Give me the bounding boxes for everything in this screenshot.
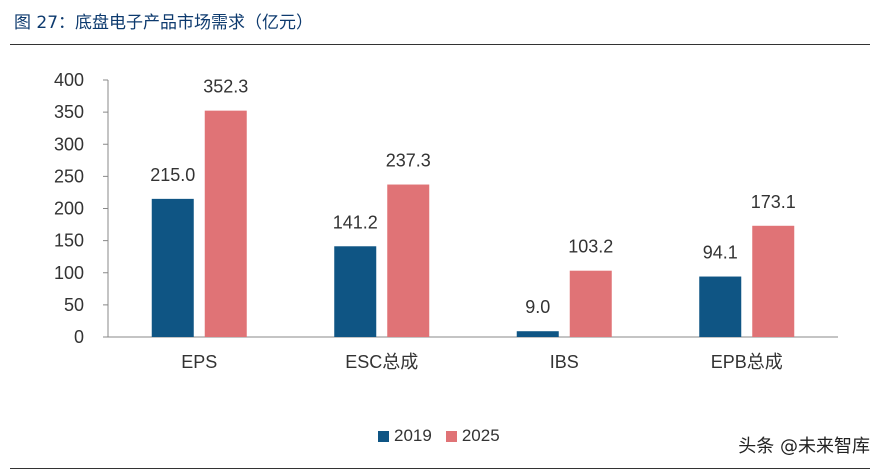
figure-title: 图 27：底盘电子产品市场需求（亿元） [14, 13, 314, 33]
legend-swatch-2019 [378, 430, 389, 442]
x-tick-label: ESC总成 [345, 352, 418, 372]
x-tick-label: IBS [550, 352, 579, 372]
data-label-2025-2: 103.2 [568, 237, 613, 257]
bar-2025-1 [387, 184, 430, 337]
title-rule [10, 44, 870, 45]
legend-item-2025: 2025 [445, 426, 500, 446]
legend-item-2019: 2019 [378, 426, 432, 446]
bar-2025-3 [752, 225, 795, 337]
chart-legend: 2019 2025 [378, 426, 500, 446]
x-tick-label: EPS [181, 352, 217, 372]
y-tick-label: 400 [54, 70, 84, 90]
y-tick-label: 200 [54, 199, 84, 219]
y-tick-label: 250 [54, 166, 84, 186]
data-label-2019-1: 141.2 [333, 212, 378, 232]
legend-label-2025: 2025 [461, 426, 500, 445]
legend-swatch-2025 [445, 430, 457, 442]
bar-2025-2 [569, 270, 612, 337]
y-tick-label: 0 [74, 327, 84, 347]
x-tick-label: EPB总成 [711, 352, 783, 372]
bottom-rule [10, 468, 870, 469]
y-tick-label: 100 [54, 263, 84, 283]
data-label-2019-3: 94.1 [703, 243, 738, 263]
legend-label-2019: 2019 [394, 426, 432, 445]
data-label-2019-2: 9.0 [525, 297, 550, 317]
watermark: 头条 @未来智库 [738, 436, 870, 457]
data-label-2019-0: 215.0 [150, 165, 195, 185]
bar-2019-3 [699, 276, 742, 337]
y-tick-label: 350 [54, 102, 84, 122]
bar-2019-0 [151, 198, 194, 337]
data-label-2025-0: 352.3 [203, 77, 248, 97]
bar-2019-2 [516, 331, 559, 337]
data-label-2025-1: 237.3 [386, 151, 431, 171]
y-tick-label: 300 [54, 134, 84, 154]
data-label-2025-3: 173.1 [751, 192, 796, 212]
y-tick-label: 50 [64, 295, 84, 315]
y-tick-label: 150 [54, 231, 84, 251]
bar-2025-0 [204, 110, 247, 337]
bar-2019-1 [334, 246, 377, 337]
